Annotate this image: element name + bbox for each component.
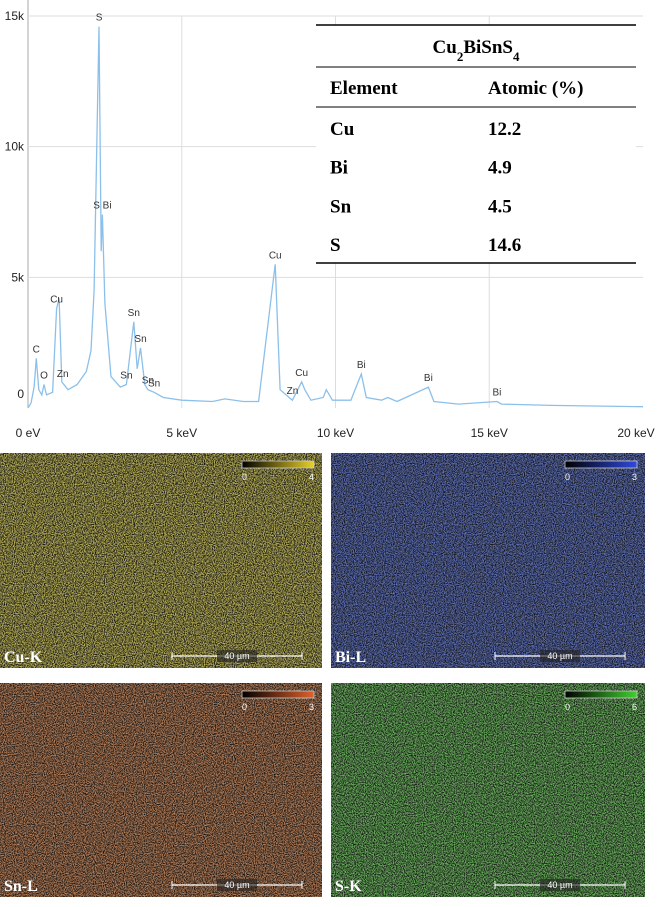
map-noise bbox=[331, 453, 645, 668]
table-cell: 14.6 bbox=[488, 235, 521, 256]
title-part: 2 bbox=[457, 49, 464, 64]
y-tick-label: 5k bbox=[11, 270, 25, 284]
peak-label: Sn bbox=[128, 308, 140, 319]
y-tick-label: 10k bbox=[5, 140, 25, 154]
table-cell: Cu bbox=[330, 119, 355, 140]
scale-bar-label: 40 µm bbox=[224, 880, 249, 890]
peak-label: Sn bbox=[120, 370, 132, 381]
element-map: 0 3 Sn-L 40 µm bbox=[0, 683, 322, 897]
scale-bar-label: 40 µm bbox=[547, 651, 572, 661]
peak-label: Zn bbox=[287, 386, 299, 397]
peak-label: Bi bbox=[492, 387, 501, 398]
x-tick-label: 0 eV bbox=[16, 426, 41, 440]
y-tick-label: 15k bbox=[5, 9, 25, 23]
x-tick-label: 5 keV bbox=[166, 426, 197, 440]
peak-label: S Bi bbox=[93, 201, 111, 212]
peak-label: Sn bbox=[148, 378, 160, 389]
peak-label: O bbox=[40, 370, 48, 381]
table-cell: 4.9 bbox=[488, 158, 512, 179]
color-bar-max: 6 bbox=[632, 702, 637, 712]
table-cell: 4.5 bbox=[488, 196, 512, 217]
map-label: Bi-L bbox=[335, 649, 366, 666]
scale-bar-label: 40 µm bbox=[547, 880, 572, 890]
peak-label: Cu bbox=[269, 250, 282, 261]
table-header: Element bbox=[330, 78, 398, 99]
peak-label: Bi bbox=[357, 360, 366, 371]
color-bar-min: 0 bbox=[565, 702, 570, 712]
color-bar-min: 0 bbox=[565, 472, 570, 482]
color-bar bbox=[241, 690, 315, 699]
table-cell: 12.2 bbox=[488, 119, 521, 140]
table-title: Cu2BiSnS4 bbox=[433, 37, 520, 64]
color-bar bbox=[241, 460, 315, 469]
color-bar-max: 3 bbox=[632, 472, 637, 482]
peak-label: S bbox=[96, 12, 103, 23]
color-bar-max: 4 bbox=[309, 472, 314, 482]
map-noise bbox=[0, 683, 322, 897]
spectrum-line bbox=[27, 26, 644, 409]
scale-bg bbox=[540, 879, 580, 891]
peak-label: Sn bbox=[134, 334, 146, 345]
element-map: 0 4 Cu-K 40 µm bbox=[0, 453, 322, 668]
peak-label: Zn bbox=[57, 369, 69, 380]
peak-label: Cu bbox=[295, 368, 308, 379]
table-cell: Bi bbox=[330, 158, 348, 179]
map-noise bbox=[331, 683, 645, 897]
table-cell: S bbox=[330, 235, 341, 256]
map-label: Sn-L bbox=[4, 878, 38, 895]
map-label: S-K bbox=[335, 878, 362, 895]
table-bg bbox=[316, 25, 636, 263]
table-cell: Sn bbox=[330, 196, 352, 217]
x-tick-label: 15 keV bbox=[471, 426, 508, 440]
title-part: BiSnS bbox=[463, 37, 513, 58]
element-map: 0 3 Bi-L 40 µm bbox=[331, 453, 645, 668]
x-tick-label: 20 keV bbox=[617, 426, 654, 440]
y-tick-label: 0 bbox=[17, 387, 24, 401]
scale-bg bbox=[540, 650, 580, 662]
color-bar bbox=[564, 690, 638, 699]
map-noise bbox=[0, 453, 322, 668]
peak-label: Cu bbox=[50, 295, 63, 306]
color-bar-min: 0 bbox=[242, 702, 247, 712]
peak-label: Sn bbox=[142, 376, 154, 387]
map-label: Cu-K bbox=[4, 649, 43, 666]
x-tick-label: 10 keV bbox=[317, 426, 354, 440]
color-bar bbox=[564, 460, 638, 469]
title-part: Cu bbox=[433, 37, 458, 58]
element-map: 0 6 S-K 40 µm bbox=[331, 683, 645, 897]
scale-bg bbox=[217, 879, 257, 891]
peak-label: C bbox=[33, 344, 40, 355]
title-part: 4 bbox=[513, 49, 520, 64]
peak-label: Bi bbox=[424, 373, 433, 384]
color-bar-min: 0 bbox=[242, 472, 247, 482]
table-header: Atomic (%) bbox=[488, 78, 584, 99]
scale-bar-label: 40 µm bbox=[224, 651, 249, 661]
scale-bg bbox=[217, 650, 257, 662]
color-bar-max: 3 bbox=[309, 702, 314, 712]
